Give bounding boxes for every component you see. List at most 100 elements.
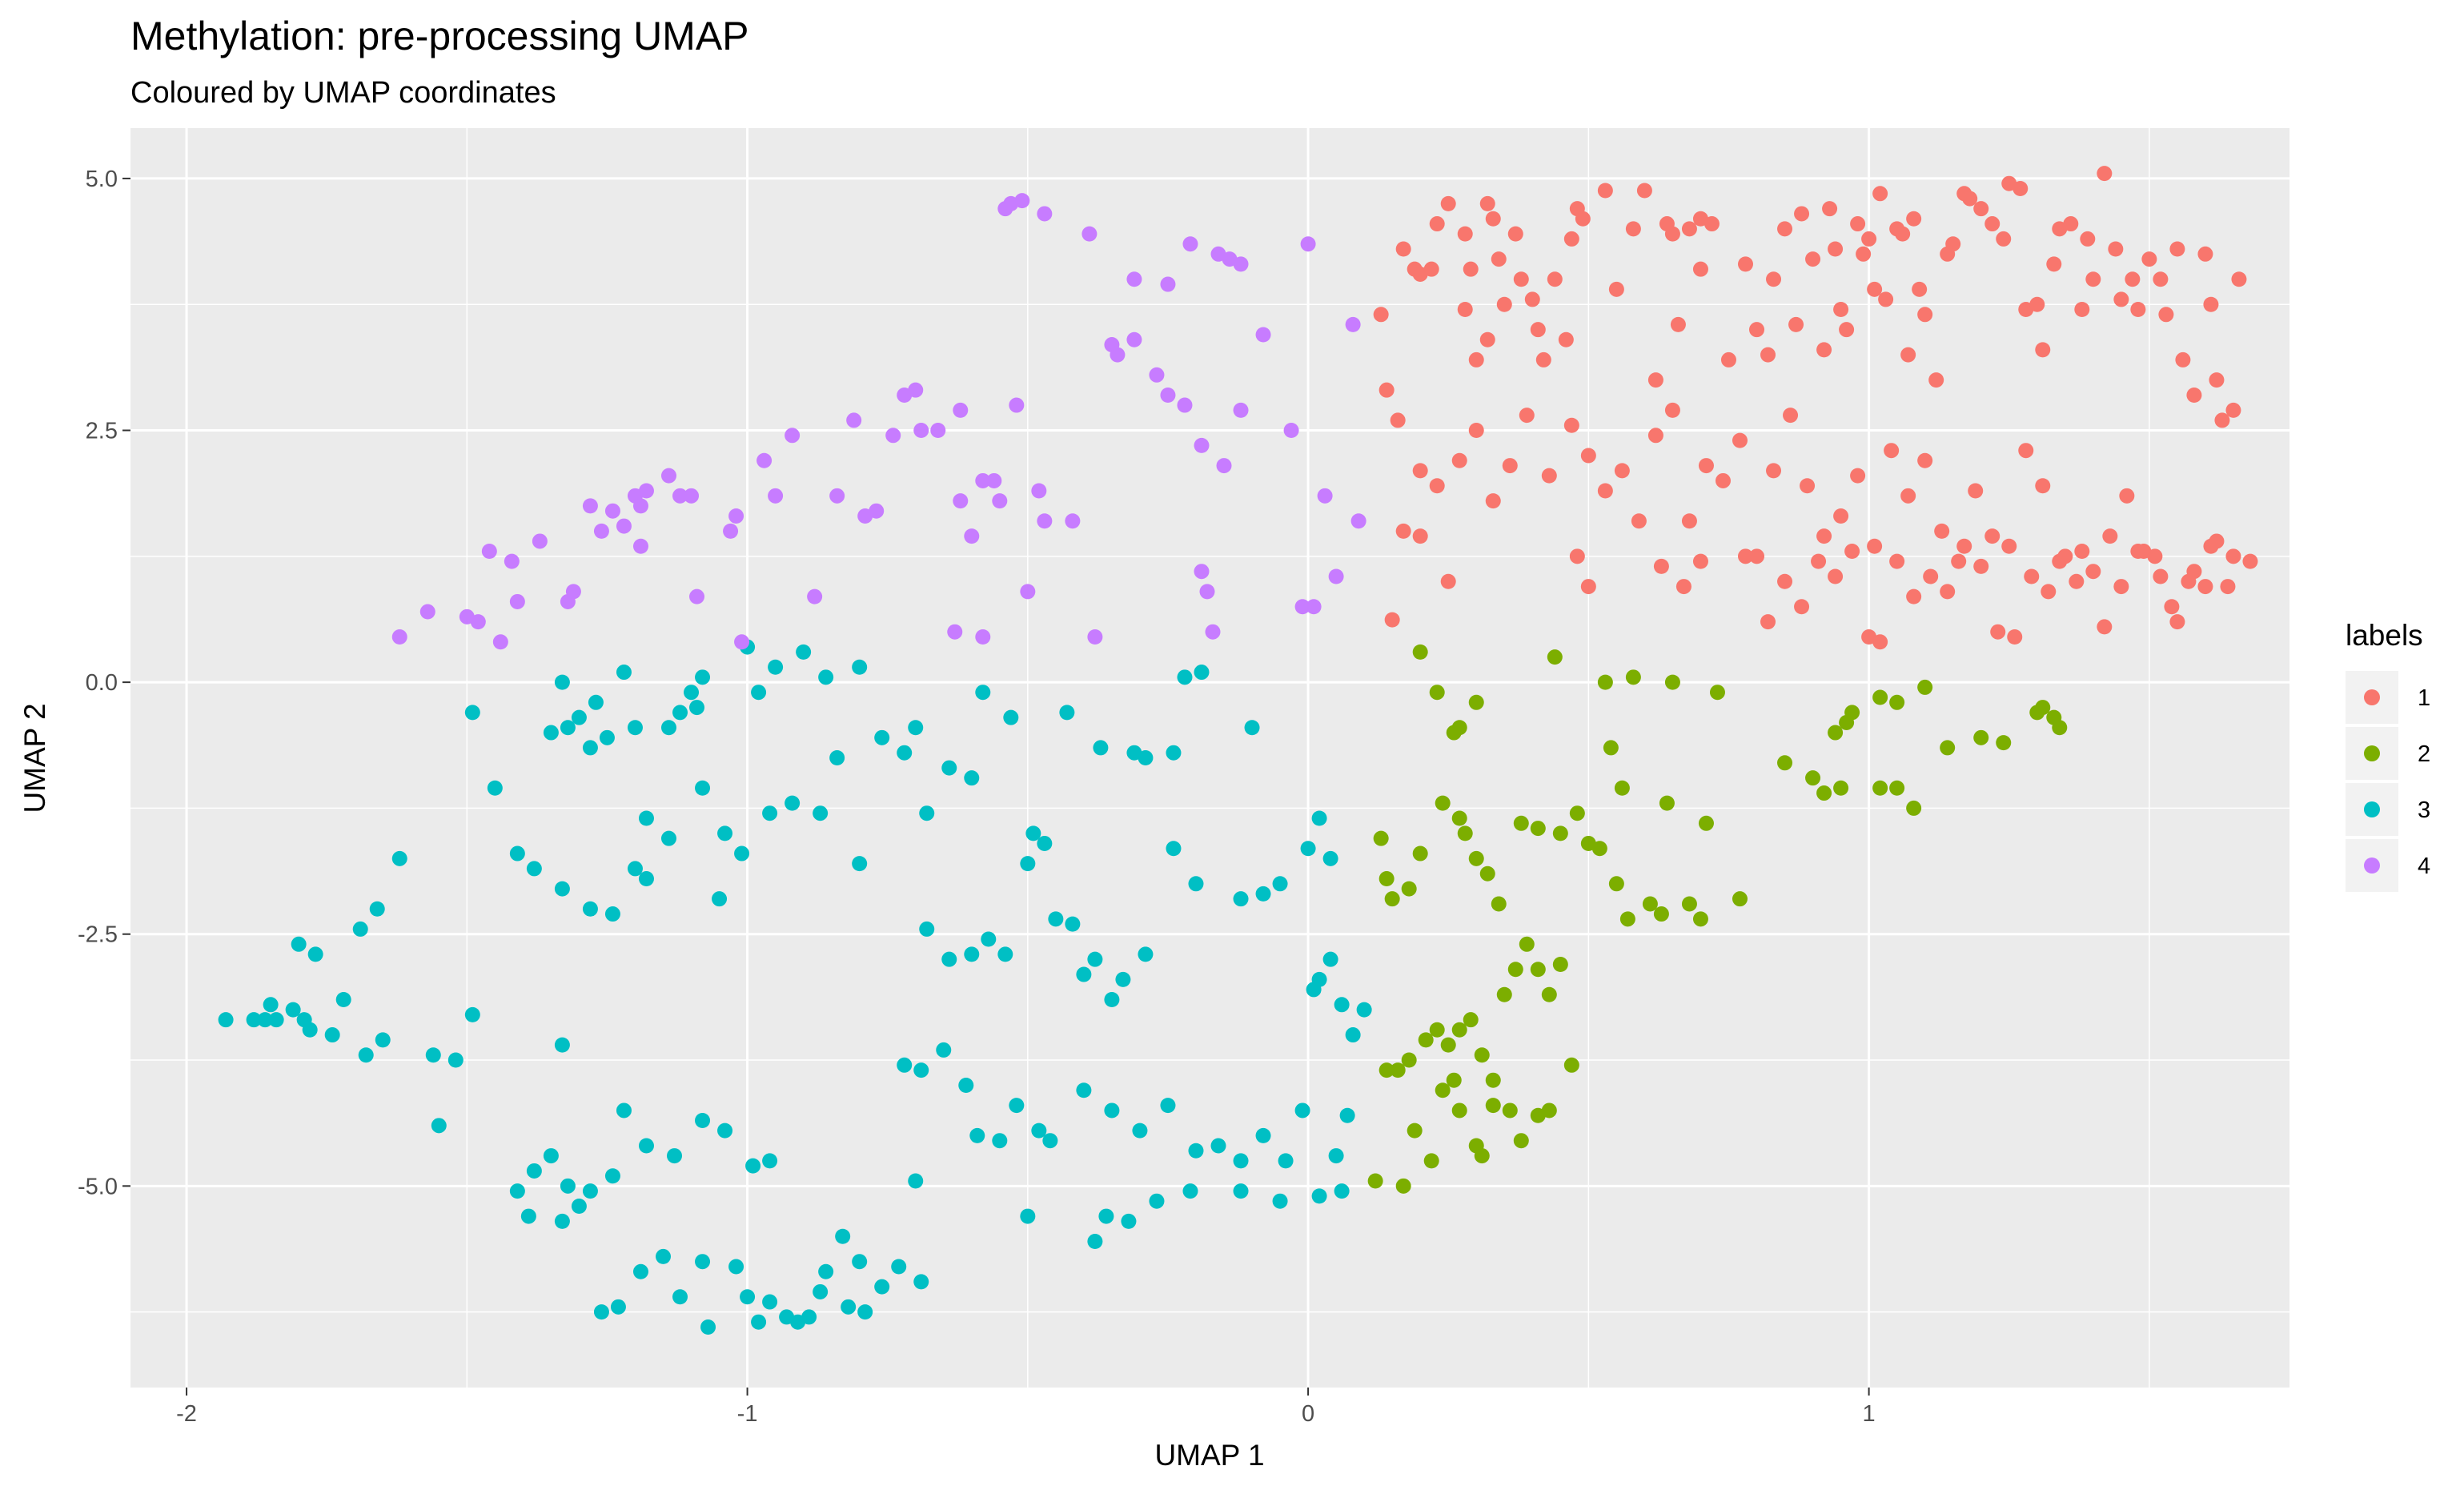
scatter-point-label-3 xyxy=(936,1042,952,1058)
scatter-point-label-2 xyxy=(1440,1037,1456,1053)
scatter-point-label-1 xyxy=(1457,226,1473,242)
scatter-point-label-2 xyxy=(1463,1012,1479,1028)
scatter-point-label-3 xyxy=(554,674,570,690)
scatter-point-label-1 xyxy=(2242,553,2258,569)
scatter-point-label-2 xyxy=(1816,785,1832,801)
scatter-point-label-3 xyxy=(751,685,767,701)
scatter-point-label-2 xyxy=(2035,700,2051,716)
scatter-point-label-1 xyxy=(1608,281,1624,297)
scatter-point-label-3 xyxy=(263,997,279,1013)
scatter-point-label-1 xyxy=(2080,231,2096,247)
scatter-point-label-3 xyxy=(1093,740,1109,756)
scatter-point-label-3 xyxy=(1177,669,1193,685)
scatter-point-label-1 xyxy=(1535,351,1551,367)
scatter-point-label-3 xyxy=(324,1027,340,1043)
scatter-point-label-3 xyxy=(857,1304,873,1320)
scatter-point-label-1 xyxy=(1463,261,1479,277)
scatter-point-label-3 xyxy=(997,946,1013,962)
scatter-point-label-4 xyxy=(1020,584,1036,600)
scatter-point-label-3 xyxy=(919,805,935,821)
scatter-point-label-3 xyxy=(695,1113,711,1129)
scatter-point-label-3 xyxy=(268,1012,284,1028)
scatter-point-label-4 xyxy=(785,428,801,444)
scatter-point-label-4 xyxy=(504,553,520,569)
scatter-point-label-2 xyxy=(1468,850,1484,866)
scatter-point-label-1 xyxy=(1839,322,1855,338)
scatter-point-label-2 xyxy=(1446,1072,1462,1088)
scatter-point-label-1 xyxy=(1816,528,1832,544)
scatter-point-label-3 xyxy=(689,700,705,716)
scatter-point-label-2 xyxy=(1496,986,1512,1002)
scatter-point-label-3 xyxy=(712,891,728,907)
scatter-point-label-3 xyxy=(672,705,688,721)
scatter-point-label-2 xyxy=(1457,825,1473,841)
x-tick-label: 0 xyxy=(1302,1401,1314,1427)
scatter-point-label-4 xyxy=(660,468,676,484)
scatter-point-label-1 xyxy=(1563,417,1579,433)
scatter-point-label-3 xyxy=(638,810,654,826)
y-tick-label: 5.0 xyxy=(86,167,118,192)
scatter-point-label-3 xyxy=(291,936,307,952)
scatter-point-label-1 xyxy=(1496,296,1512,312)
scatter-point-label-2 xyxy=(1940,740,1956,756)
scatter-point-label-2 xyxy=(1681,896,1697,912)
scatter-point-label-2 xyxy=(1547,649,1563,665)
scatter-point-label-3 xyxy=(1210,1138,1226,1154)
scatter-point-label-3 xyxy=(660,830,676,846)
scatter-point-label-2 xyxy=(1844,705,1860,721)
scatter-point-label-1 xyxy=(2225,402,2241,418)
scatter-point-label-3 xyxy=(571,1198,587,1214)
scatter-point-label-3 xyxy=(1059,705,1075,721)
scatter-point-label-1 xyxy=(1720,351,1736,367)
scatter-point-label-3 xyxy=(695,780,711,796)
scatter-point-label-2 xyxy=(1429,1022,1445,1038)
scatter-point-label-2 xyxy=(1367,1173,1383,1189)
scatter-point-label-3 xyxy=(700,1319,716,1335)
scatter-point-label-4 xyxy=(1160,276,1176,292)
scatter-point-label-3 xyxy=(734,845,750,861)
scatter-point-label-3 xyxy=(1104,992,1120,1008)
scatter-point-label-1 xyxy=(1816,342,1832,358)
scatter-point-label-3 xyxy=(307,946,323,962)
scatter-point-label-2 xyxy=(1889,694,1905,710)
scatter-point-label-3 xyxy=(1311,810,1327,826)
legend-title: labels xyxy=(2346,619,2423,652)
scatter-point-label-3 xyxy=(740,1289,756,1305)
plot-panel xyxy=(130,128,2289,1388)
scatter-point-label-4 xyxy=(1037,206,1053,222)
scatter-point-label-1 xyxy=(1788,316,1804,332)
scatter-point-label-4 xyxy=(1037,513,1053,529)
scatter-point-label-3 xyxy=(1244,720,1260,736)
scatter-point-label-3 xyxy=(695,1254,711,1270)
scatter-point-label-3 xyxy=(818,1263,834,1279)
scatter-point-label-2 xyxy=(1451,720,1467,736)
scatter-point-label-3 xyxy=(897,1057,913,1073)
scatter-point-label-4 xyxy=(593,523,609,539)
scatter-point-label-1 xyxy=(1513,271,1529,287)
scatter-point-label-2 xyxy=(1395,1178,1411,1194)
scatter-point-label-1 xyxy=(2029,296,2045,312)
scatter-point-label-3 xyxy=(717,825,733,841)
scatter-point-label-3 xyxy=(655,1248,671,1264)
scatter-point-label-1 xyxy=(1917,307,1933,323)
scatter-point-label-4 xyxy=(768,488,784,504)
scatter-point-label-4 xyxy=(975,629,991,645)
scatter-point-label-4 xyxy=(1205,624,1221,640)
scatter-point-label-2 xyxy=(1973,729,1989,745)
scatter-point-label-3 xyxy=(964,770,980,786)
scatter-point-label-3 xyxy=(790,1314,806,1330)
scatter-point-label-1 xyxy=(1429,216,1445,232)
scatter-point-label-3 xyxy=(582,740,598,756)
scatter-point-label-1 xyxy=(1698,458,1714,474)
scatter-point-label-2 xyxy=(1418,1032,1434,1048)
scatter-point-label-3 xyxy=(335,992,351,1008)
scatter-point-label-1 xyxy=(2035,478,2051,494)
scatter-point-label-3 xyxy=(616,665,632,681)
scatter-point-label-2 xyxy=(1412,644,1428,660)
scatter-point-label-2 xyxy=(1653,906,1669,922)
y-axis-title: UMAP 2 xyxy=(18,703,51,813)
scatter-point-label-3 xyxy=(660,720,676,736)
scatter-point-label-4 xyxy=(1126,271,1142,287)
scatter-point-label-3 xyxy=(638,871,654,887)
scatter-point-label-3 xyxy=(1003,709,1019,725)
